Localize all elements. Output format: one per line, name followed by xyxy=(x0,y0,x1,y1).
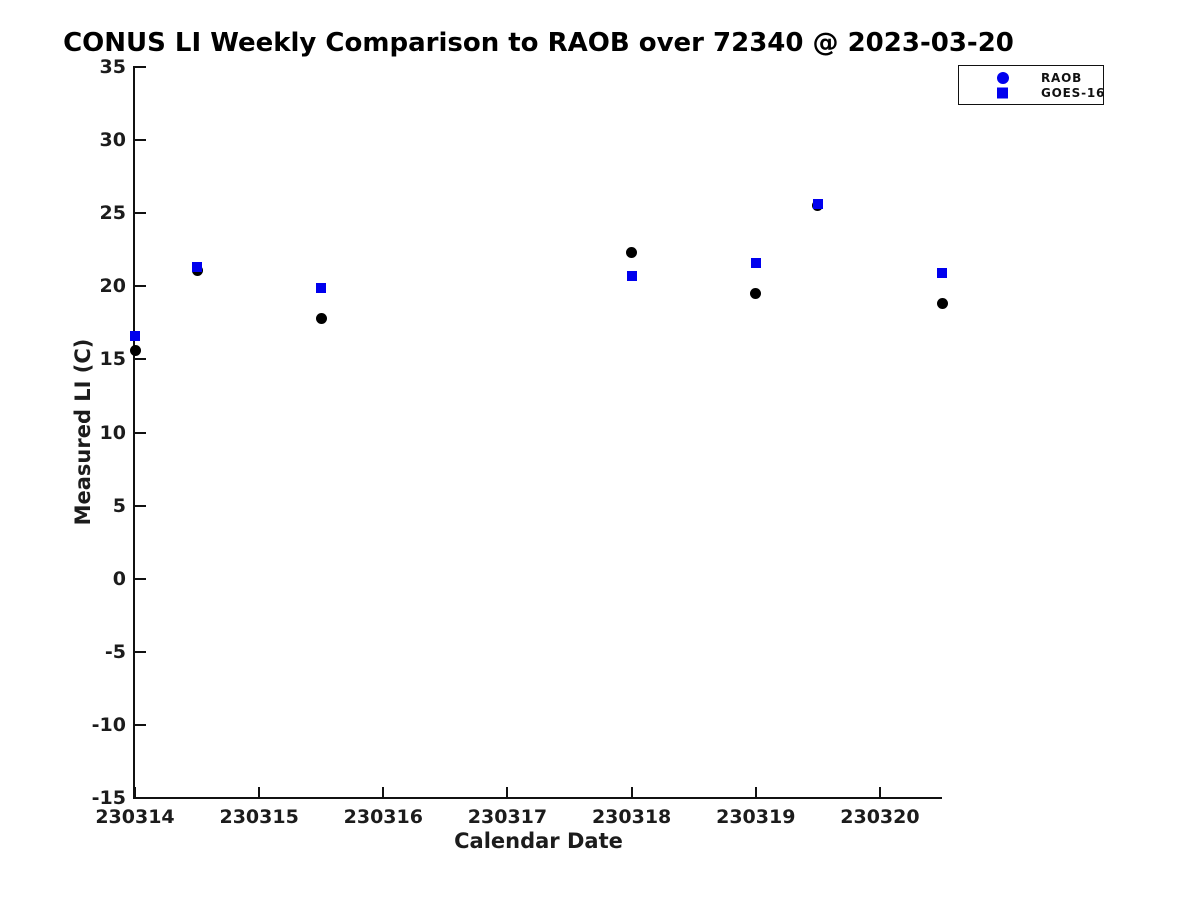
y-tick-label: 35 xyxy=(99,56,126,78)
legend-square-icon xyxy=(997,87,1008,99)
data-point-raob xyxy=(936,298,948,310)
legend-circle-icon xyxy=(997,72,1009,84)
data-point-goes16 xyxy=(812,199,823,210)
y-tick-label: -15 xyxy=(91,787,126,809)
y-tick-mark xyxy=(135,66,146,68)
y-tick-mark xyxy=(135,431,146,434)
y-tick-label: 20 xyxy=(99,275,126,298)
x-tick-mark xyxy=(630,787,633,798)
x-tick-mark xyxy=(754,787,757,798)
y-tick-mark xyxy=(135,797,146,799)
data-point-raob xyxy=(315,312,327,324)
x-tick-label: 230319 xyxy=(716,806,796,828)
x-tick-mark xyxy=(382,787,385,798)
x-tick-mark xyxy=(878,787,881,798)
y-tick-label: -5 xyxy=(104,640,126,663)
x-tick-label: 230314 xyxy=(95,806,175,828)
data-point-goes16 xyxy=(192,262,203,273)
x-tick-mark xyxy=(506,787,509,798)
legend-box: RAOB GOES-16 xyxy=(958,65,1104,105)
data-point-goes16 xyxy=(316,282,327,293)
data-point-goes16 xyxy=(130,331,140,341)
x-axis-line xyxy=(133,797,942,799)
x-tick-label: 230316 xyxy=(343,806,423,828)
y-tick-mark xyxy=(135,139,146,142)
x-tick-label: 230317 xyxy=(467,806,548,828)
y-tick-label: 5 xyxy=(112,494,126,517)
x-tick-label: 230320 xyxy=(840,806,920,828)
y-axis-line xyxy=(133,66,135,799)
y-axis-label: Measured LI (C) xyxy=(71,338,95,526)
legend-entry-goes16: GOES-16 xyxy=(959,85,1106,101)
y-tick-label: 0 xyxy=(112,567,126,590)
y-tick-label: 15 xyxy=(99,348,126,371)
y-tick-label: -10 xyxy=(91,713,126,736)
y-tick-mark xyxy=(135,577,146,580)
y-tick-mark xyxy=(135,212,146,215)
plot-area xyxy=(135,67,942,798)
data-point-goes16 xyxy=(937,268,947,279)
legend-label: GOES-16 xyxy=(1041,86,1106,100)
x-tick-mark xyxy=(134,787,136,798)
y-tick-mark xyxy=(135,285,146,288)
y-tick-mark xyxy=(135,650,146,653)
y-tick-mark xyxy=(135,358,146,361)
data-point-goes16 xyxy=(626,271,637,282)
x-tick-mark xyxy=(258,787,261,798)
legend-label: RAOB xyxy=(1041,71,1083,85)
x-tick-label: 230318 xyxy=(591,806,672,828)
data-point-raob xyxy=(750,288,762,300)
legend-entry-raob: RAOB xyxy=(959,70,1103,86)
x-tick-label: 230315 xyxy=(219,806,299,828)
y-tick-mark xyxy=(135,723,146,726)
y-tick-label: 25 xyxy=(99,202,126,225)
data-point-raob xyxy=(129,345,141,357)
chart-title: CONUS LI Weekly Comparison to RAOB over … xyxy=(63,28,1014,58)
y-tick-mark xyxy=(135,504,146,507)
y-tick-label: 30 xyxy=(99,129,126,152)
data-point-goes16 xyxy=(750,257,761,268)
x-axis-label: Calendar Date xyxy=(454,829,623,853)
data-point-raob xyxy=(626,247,638,259)
y-tick-label: 10 xyxy=(99,421,126,444)
